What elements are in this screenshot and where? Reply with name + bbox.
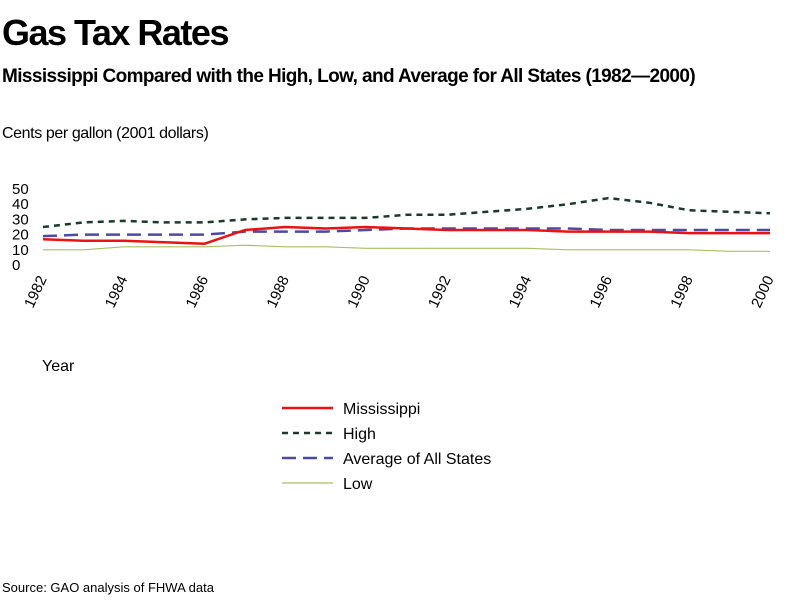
x-tick-label: 1992: [425, 273, 455, 310]
series-line-low: [43, 244, 770, 252]
x-axis-label: Year: [42, 358, 75, 375]
chart-title: Gas Tax Rates: [2, 12, 229, 53]
y-tick-label: 20: [12, 227, 29, 244]
series-line-high: [42, 196, 771, 229]
y-tick-label: 10: [12, 242, 29, 259]
y-tick-label: 0: [12, 257, 20, 274]
x-tick-label: 1996: [587, 273, 617, 310]
y-tick-label: 50: [12, 181, 29, 198]
chart-subtitle: Mississippi Compared with the High, Low,…: [2, 66, 696, 87]
x-tick-label: 2000: [748, 273, 778, 310]
x-tick-label: 1990: [344, 273, 374, 310]
legend-label: High: [343, 426, 376, 443]
x-tick-label: 1986: [183, 273, 213, 310]
legend-label: Low: [343, 476, 373, 493]
x-tick-label: 1988: [263, 273, 293, 310]
series-line-mississippi: [42, 225, 770, 245]
x-tick-label: 1994: [506, 273, 536, 310]
legend-label: Average of All States: [343, 451, 491, 468]
y-tick-label: 30: [12, 211, 29, 228]
source-note: Source: GAO analysis of FHWA data: [2, 580, 214, 595]
y-tick-label: 40: [12, 196, 29, 213]
x-tick-label: 1984: [102, 273, 132, 310]
x-tick-label: 1998: [667, 273, 697, 310]
x-tick-label: 1982: [21, 273, 51, 310]
y-axis-label: Cents per gallon (2001 dollars): [2, 125, 209, 142]
legend-label: Mississippi: [343, 401, 420, 418]
